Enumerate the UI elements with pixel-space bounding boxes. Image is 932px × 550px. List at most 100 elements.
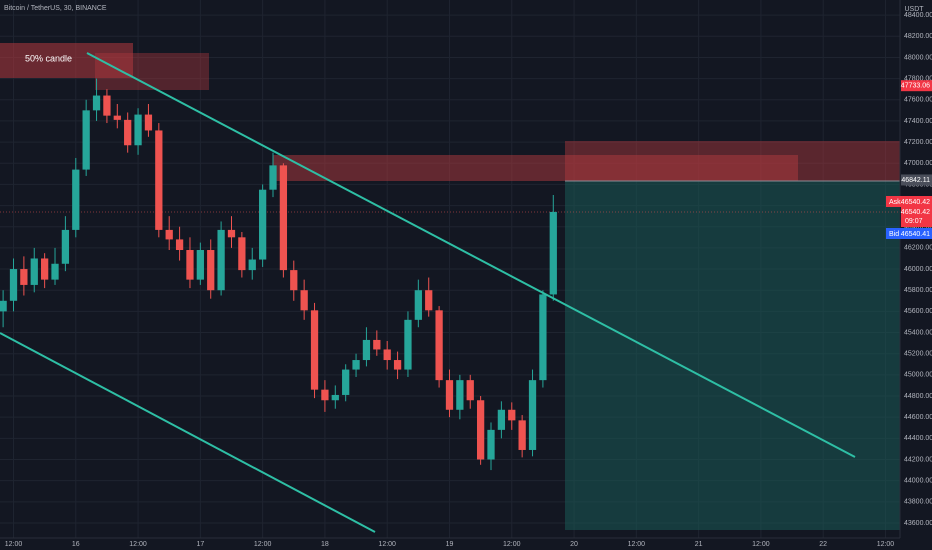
bid-price: 46540.41 [901,231,930,238]
y-tick-label: 47400.00 [904,118,932,125]
x-tick-label: 12:00 [378,541,396,548]
trendline [86,52,856,458]
price-label-box [901,80,932,92]
candle-body [321,389,329,401]
zone [0,43,133,78]
time-axis [0,538,932,550]
x-tick-label: 12:00 [254,541,272,548]
y-tick-label: 44000.00 [904,477,932,484]
ask-name: Ask [889,199,901,206]
x-tick-label: 20 [570,541,578,548]
zone [273,155,798,181]
candle-body [51,263,59,280]
countdown: 09:07 [905,218,923,225]
candle-body [362,339,371,361]
candle-body [383,349,391,361]
x-tick-label: 16 [72,541,80,548]
candle-body [61,229,70,264]
price-label: 47733.06 [901,83,930,90]
y-tick-label: 44800.00 [904,393,932,400]
last-price: 46540.42 [901,209,930,216]
candle-body [134,114,142,146]
y-tick-label: 47200.00 [904,139,932,146]
y-tick-label: 45000.00 [904,372,932,379]
candle-body [414,290,422,320]
ask-box [886,196,932,207]
y-tick-label: 45400.00 [904,329,932,336]
y-tick-label: 44400.00 [904,435,932,442]
candle-body [279,165,288,271]
candle-body [487,429,495,460]
candle-body [0,300,7,312]
candle-body [300,290,308,311]
candle-body [518,420,526,450]
candle-body [175,239,184,251]
candle-body [155,130,163,230]
currency-label: USDT [904,6,924,13]
y-tick-label: 47600.00 [904,97,932,104]
price-label-box [901,174,932,186]
x-tick-label: 12:00 [628,541,646,548]
candle-body [549,211,557,295]
candle-body [186,250,194,280]
candle-body [103,95,111,116]
candle-body [9,269,18,301]
y-tick-label: 48400.00 [904,12,932,19]
candle-body [227,229,236,238]
last-box [901,207,932,227]
candle-body [352,360,360,370]
candle-body [92,95,101,111]
candle-body [258,189,267,260]
y-tick-label: 44600.00 [904,414,932,421]
candle-body [393,360,402,370]
axis-labels: 43600.00 43800.00 44000.00 44200.00 44400.00… [5,12,932,548]
candle-body [238,237,246,271]
candle-body [269,165,277,190]
y-tick-label: 45800.00 [904,287,932,294]
candle-body [476,400,485,460]
x-tick-label: 12:00 [877,541,895,548]
x-tick-label: 12:00 [752,541,770,548]
ask-price: 46540.42 [901,199,930,206]
candle-body [30,258,38,285]
candle-body [20,269,28,285]
candle-body [445,380,454,410]
candle-body [144,114,153,131]
candle-body [508,409,516,421]
candle-body [528,380,537,450]
y-tick-label: 46200.00 [904,245,932,252]
y-tick-label: 45200.00 [904,351,932,358]
candle-body [82,110,90,170]
stop-zone [565,141,900,181]
y-tick-label: 46000.00 [904,266,932,273]
candle-body [456,380,464,410]
y-tick-label: 47000.00 [904,160,932,167]
bid-box [886,228,932,239]
candle-body [165,229,173,240]
candles [0,78,557,471]
price-axis [900,0,932,550]
y-tick-label: 43800.00 [904,499,932,506]
chart-title: Bitcoin / TetherUS, 30, BINANCE [4,5,107,12]
candle-body [331,394,339,401]
candle-body [124,119,132,146]
candle-body [207,250,215,291]
candle-body [113,115,121,120]
x-tick-label: 12:00 [129,541,147,548]
candle-body [196,250,204,280]
x-tick-label: 19 [446,541,454,548]
price-label: 46842.11 [901,177,930,184]
candle-body [217,229,225,291]
candle-body [248,259,256,271]
y-tick-label: 44200.00 [904,456,932,463]
target-zone [565,181,900,530]
candle-body [435,310,443,381]
y-tick-label: 43600.00 [904,520,932,527]
annotation: 50% candle [25,53,72,63]
candle-body [41,258,49,280]
candle-body [72,169,80,230]
candle-body [466,380,474,401]
zone [95,53,209,90]
candle-body [497,409,506,430]
